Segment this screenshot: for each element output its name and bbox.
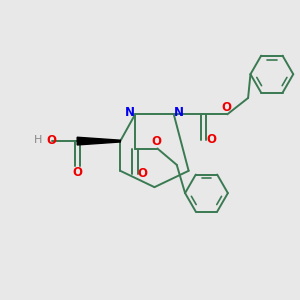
Polygon shape bbox=[77, 137, 120, 145]
Text: O: O bbox=[138, 167, 148, 180]
Text: H: H bbox=[34, 136, 43, 146]
Text: O: O bbox=[152, 136, 162, 148]
Text: N: N bbox=[174, 106, 184, 119]
Text: O: O bbox=[72, 167, 82, 179]
Text: N: N bbox=[125, 106, 135, 119]
Text: O: O bbox=[206, 133, 216, 146]
Text: O: O bbox=[222, 101, 232, 114]
Text: O: O bbox=[46, 134, 56, 147]
